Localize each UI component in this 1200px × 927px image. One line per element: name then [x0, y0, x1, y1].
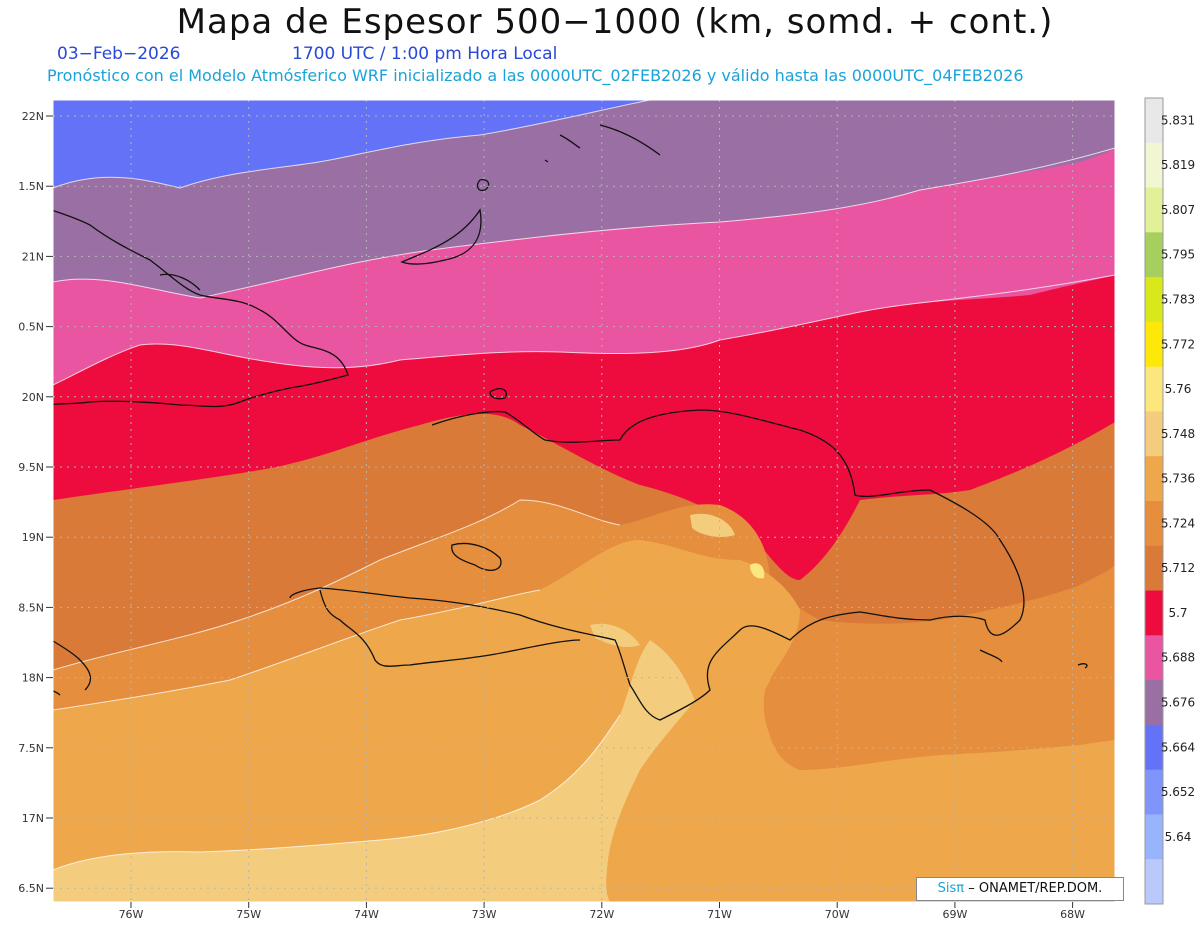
lon-label: 71W: [707, 908, 732, 921]
lat-label: 22N: [22, 110, 44, 123]
graticule: [53, 100, 1115, 902]
lon-label: 75W: [236, 908, 261, 921]
colorbar-label: 5.807: [1161, 203, 1195, 217]
pr-east: [979, 649, 1088, 669]
cuba-coast: [53, 209, 349, 408]
colorbar-swatch: [1145, 814, 1163, 860]
bahamas-1: [400, 208, 482, 265]
band-5748: [53, 640, 695, 902]
colorbar-swatch: [1145, 769, 1163, 815]
map-title: Mapa de Espesor 500−1000 (km, somd. + co…: [176, 2, 1054, 42]
forecast-time: 1700 UTC / 1:00 pm Hora Local: [292, 44, 558, 64]
lat-label: 9.5N: [18, 461, 44, 474]
lat-label: 17N: [22, 812, 44, 825]
credit-text: – ONAMET/REP.DOM.: [968, 881, 1103, 896]
colorbar-swatch: [1145, 321, 1163, 368]
colorbar-label: 5.652: [1161, 785, 1195, 799]
band-5724-east: [763, 590, 1115, 769]
colorbar-swatch: [1145, 366, 1163, 412]
colorbar-swatch: [1145, 590, 1163, 636]
colorbar-swatch: [1145, 635, 1163, 681]
colorbar-swatch: [1145, 98, 1163, 144]
lat-label: 18N: [22, 672, 44, 685]
lat-label: 7.5N: [18, 742, 44, 755]
colorbar-label: 5.712: [1161, 561, 1195, 575]
colorbar-label: 5.724: [1161, 516, 1195, 530]
lat-label: 8.5N: [18, 601, 44, 614]
colorbar-swatch: [1145, 724, 1163, 771]
haiti-west: [319, 589, 581, 667]
lon-label: 68W: [1060, 908, 1085, 921]
model-info: Pronóstico con el Modelo Atmósferico WRF…: [47, 66, 1024, 85]
colorbar-label: 5.772: [1161, 337, 1195, 351]
band-5760-patch: [750, 563, 765, 579]
brand-label: Sisπ: [937, 881, 965, 896]
contour-lines: [53, 100, 1115, 871]
forecast-date: 03−Feb−2026: [57, 44, 181, 64]
band-5748-patch2: [690, 513, 735, 538]
colorbar-label: 5.819: [1161, 158, 1195, 172]
colorbar-swatch: [1145, 680, 1163, 726]
colorbar-swatch: [1145, 142, 1163, 189]
lon-label: 72W: [589, 908, 614, 921]
colorbar-label: 5.795: [1161, 248, 1195, 262]
bahamas-3: [544, 124, 661, 163]
band-5736: [53, 540, 1115, 902]
longitude-labels: 76W 75W 74W 73W 72W 71W 70W 69W 68W: [119, 902, 1085, 921]
colorbar-label: 5.688: [1161, 651, 1195, 665]
lat-label: 6.5N: [18, 882, 44, 895]
colorbar-label: 5.64: [1165, 830, 1192, 844]
lon-label: 74W: [354, 908, 379, 921]
colorbar-label: 5.748: [1161, 427, 1195, 441]
colorbar-label: 5.676: [1161, 696, 1195, 710]
colorbar-swatch: [1145, 456, 1163, 502]
colorbar-label: 5.783: [1161, 293, 1195, 307]
colorbar-swatch: [1145, 411, 1163, 457]
colorbar-swatch: [1145, 277, 1163, 323]
colorbar-label: 5.736: [1161, 472, 1195, 486]
lat-label: 21N: [22, 250, 44, 263]
lon-label: 70W: [825, 908, 850, 921]
map-fill: [53, 100, 1115, 902]
hispaniola-north: [289, 409, 1025, 721]
colorbar-swatch: [1145, 501, 1163, 547]
colorbar-frame: [1144, 97, 1164, 905]
tci-island: [489, 388, 507, 400]
colorbar-swatch: [1145, 545, 1163, 592]
bahamas-2: [476, 179, 490, 192]
colorbar-swatch: [1145, 232, 1163, 278]
lat-label: 20N: [22, 391, 44, 404]
lat-label: 19N: [22, 531, 44, 544]
credit-box: Sisπ – ONAMET/REP.DOM.: [916, 877, 1124, 901]
lon-label: 69W: [942, 908, 967, 921]
map-frame: [52, 99, 1116, 903]
gonave-island: [451, 542, 502, 571]
colorbar-swatch: [1145, 187, 1163, 233]
cuba-south-cays: [159, 273, 201, 291]
colorbar-swatch: [1145, 859, 1163, 905]
colorbar-label: 5.664: [1161, 740, 1195, 754]
colorbar-label: 5.7: [1168, 606, 1187, 620]
colorbar-label: 5.831: [1161, 113, 1195, 127]
colorbar: 5.831 5.819 5.807 5.795 5.783 5.772 5.76 5.748 5…: [1144, 97, 1195, 905]
latitude-labels: 22N 1.5N 21N 0.5N 20N 9.5N 19N 8.5N 18N 7.5N 17N 6.…: [18, 110, 53, 895]
lon-label: 76W: [119, 908, 144, 921]
band-5748-patch: [590, 623, 640, 648]
colorbar-label: 5.76: [1165, 382, 1192, 396]
coastlines: [53, 124, 1088, 721]
lat-label: 1.5N: [18, 180, 44, 193]
lat-label: 0.5N: [18, 321, 44, 334]
jamaica-coast: [53, 640, 92, 696]
lon-label: 73W: [472, 908, 497, 921]
